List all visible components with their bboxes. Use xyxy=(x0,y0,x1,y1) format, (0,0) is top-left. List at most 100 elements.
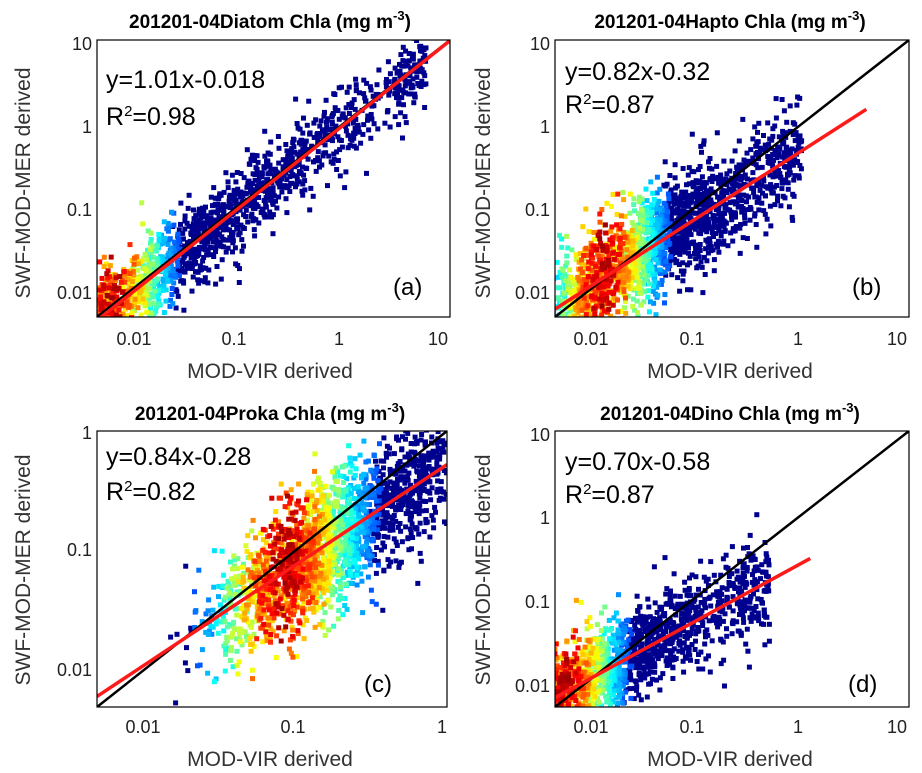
scatter-point xyxy=(184,220,190,226)
scatter-point xyxy=(102,358,107,363)
scatter-point xyxy=(636,279,642,285)
scatter-point xyxy=(383,487,389,493)
scatter-point xyxy=(71,346,76,351)
scatter-point xyxy=(80,338,85,343)
scatter-point xyxy=(302,148,308,154)
regression-lines xyxy=(555,40,909,317)
scatter-point xyxy=(148,237,154,242)
scatter-point xyxy=(71,349,76,354)
scatter-point xyxy=(735,176,741,182)
scatter-point xyxy=(613,263,619,269)
scatter-point xyxy=(101,300,107,305)
scatter-point xyxy=(649,202,655,208)
scatter-point xyxy=(105,337,110,342)
scatter-point xyxy=(341,474,347,479)
scatter-point xyxy=(362,494,368,500)
scatter-point xyxy=(208,194,214,200)
scatter-point xyxy=(640,226,645,232)
scatter-point xyxy=(301,115,306,121)
scatter-point xyxy=(384,77,389,82)
x-axis-label: MOD-VIR derived xyxy=(647,360,813,383)
scatter-point xyxy=(390,548,396,554)
scatter-point xyxy=(606,300,612,306)
scatter-point xyxy=(632,277,638,283)
scatter-point xyxy=(337,137,342,143)
scatter-point xyxy=(767,160,773,166)
scatter-point xyxy=(233,179,239,185)
scatter-point xyxy=(290,140,296,146)
scatter-point xyxy=(368,467,374,473)
scatter-point xyxy=(255,159,261,165)
scatter-point xyxy=(349,100,355,106)
scatter-point xyxy=(104,346,109,351)
scatter-point xyxy=(75,357,80,362)
scatter-point xyxy=(666,206,672,212)
scatter-point xyxy=(190,274,196,280)
scatter-point xyxy=(228,218,234,224)
scatter-point xyxy=(550,338,555,343)
scatter-point xyxy=(770,163,776,169)
scatter-point xyxy=(633,244,639,250)
scatter-point xyxy=(428,454,434,460)
scatter-point xyxy=(80,312,85,317)
scatter-point xyxy=(92,318,97,323)
scatter-point xyxy=(270,231,276,237)
scatter-point xyxy=(92,356,97,361)
scatter-point xyxy=(59,328,64,333)
scatter-point xyxy=(684,182,689,188)
scatter-point xyxy=(399,487,404,493)
scatter-point xyxy=(743,193,749,199)
scatter-point xyxy=(97,293,98,299)
scatter-point xyxy=(366,491,372,497)
scatter-point xyxy=(83,319,88,324)
scatter-point xyxy=(375,520,381,526)
scatter-point xyxy=(766,157,772,163)
scatter-point xyxy=(772,202,778,208)
scatter-point xyxy=(69,330,74,335)
scatter-point xyxy=(654,210,660,216)
scatter-point xyxy=(256,174,262,180)
scatter-point xyxy=(657,267,663,273)
scatter-point xyxy=(195,232,201,237)
scatter-point xyxy=(228,645,234,650)
scatter-point xyxy=(297,140,302,146)
scatter-point xyxy=(168,263,174,269)
scatter-point xyxy=(752,124,758,130)
scatter-point xyxy=(92,302,97,307)
scatter-point xyxy=(622,234,627,240)
scatter-point xyxy=(740,116,746,122)
scatter-point xyxy=(548,312,553,317)
scatter-point xyxy=(714,163,720,169)
scatter-point xyxy=(382,480,388,486)
scatter-point xyxy=(151,282,157,288)
scatter-point xyxy=(406,503,412,509)
scatter-point xyxy=(607,237,613,243)
scatter-point xyxy=(339,522,345,528)
scatter-point xyxy=(361,122,367,128)
scatter-point xyxy=(645,256,651,262)
scatter-point xyxy=(574,395,579,400)
scatter-point xyxy=(597,211,603,217)
scatter-point xyxy=(61,340,66,345)
scatter-point xyxy=(112,272,118,278)
scatter-point xyxy=(344,606,350,612)
scatter-point xyxy=(386,451,392,457)
scatter-point xyxy=(206,267,212,273)
scatter-point xyxy=(68,342,73,347)
scatter-point xyxy=(400,58,406,64)
scatter-point xyxy=(193,269,198,275)
scatter-point xyxy=(191,256,197,262)
scatter-point xyxy=(166,250,172,256)
scatter-point xyxy=(181,269,187,275)
scatter-point xyxy=(132,296,138,302)
scatter-point xyxy=(689,168,695,174)
scatter-point xyxy=(615,297,620,303)
scatter-point xyxy=(368,508,374,514)
scatter-point xyxy=(148,305,153,311)
scatter-point xyxy=(736,138,742,144)
axes-box xyxy=(96,39,451,318)
scatter-point xyxy=(71,356,76,361)
scatter-point xyxy=(531,316,536,321)
scatter-point xyxy=(140,285,146,290)
scatter-point xyxy=(428,466,434,472)
